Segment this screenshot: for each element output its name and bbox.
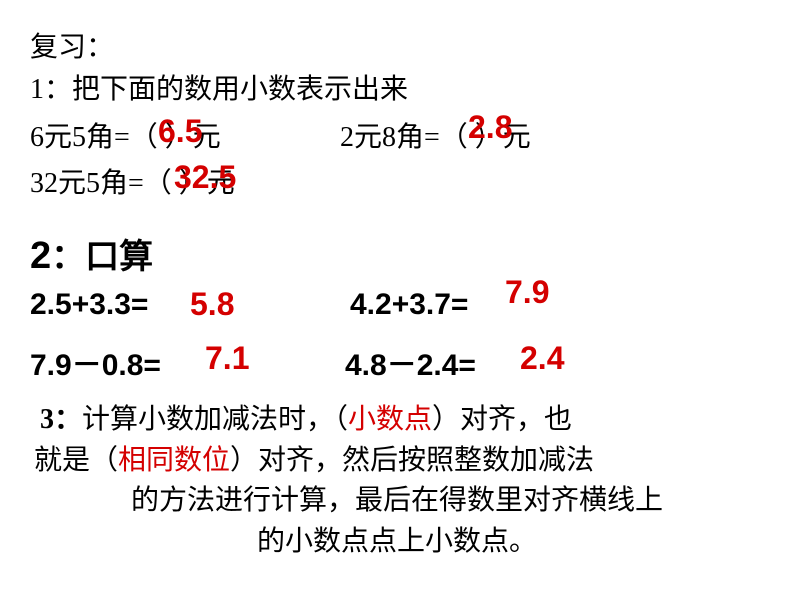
calc-a2: 7.9 bbox=[505, 274, 549, 311]
section1-row2: 32元5角=（ ）元 32.5 bbox=[30, 161, 764, 201]
section2-num: 2 bbox=[30, 235, 51, 277]
section3-text: 3：计算小数加减法时，（小数点）对齐，也就是（相同数位）对齐，然后按照整数加减法… bbox=[30, 400, 764, 562]
q2-answer: 2.8 bbox=[468, 109, 512, 146]
calc-q4: 4.8－2.4= bbox=[345, 340, 476, 384]
calc-a4: 2.4 bbox=[520, 340, 564, 377]
section2-row2: 7.9－0.8= 7.1 4.8－2.4= 2.4 bbox=[30, 340, 764, 382]
slide: 复习： 1：把下面的数用小数表示出来 6元5角=（ ）元 6.5 2元8角=（ … bbox=[0, 0, 794, 596]
section2-title: ：口算 bbox=[51, 238, 153, 276]
section2-heading: 2：口算 bbox=[30, 229, 764, 278]
calc-q3: 7.9－0.8= bbox=[30, 340, 161, 384]
calc-a1: 5.8 bbox=[190, 286, 234, 323]
review-heading: 复习： bbox=[30, 25, 764, 65]
calc-a3: 7.1 bbox=[205, 340, 249, 377]
calc-q2: 4.2+3.7= bbox=[350, 288, 468, 322]
section2-row1: 2.5+3.3= 5.8 4.2+3.7= 7.9 bbox=[30, 288, 764, 330]
calc-q1: 2.5+3.3= bbox=[30, 288, 148, 322]
section1-row1: 6元5角=（ ）元 6.5 2元8角=（ ）元 2.8 bbox=[30, 115, 764, 155]
section1-prompt: 1：把下面的数用小数表示出来 bbox=[30, 67, 764, 107]
q3-answer: 32.5 bbox=[174, 159, 236, 196]
q1-answer: 6.5 bbox=[158, 113, 202, 150]
